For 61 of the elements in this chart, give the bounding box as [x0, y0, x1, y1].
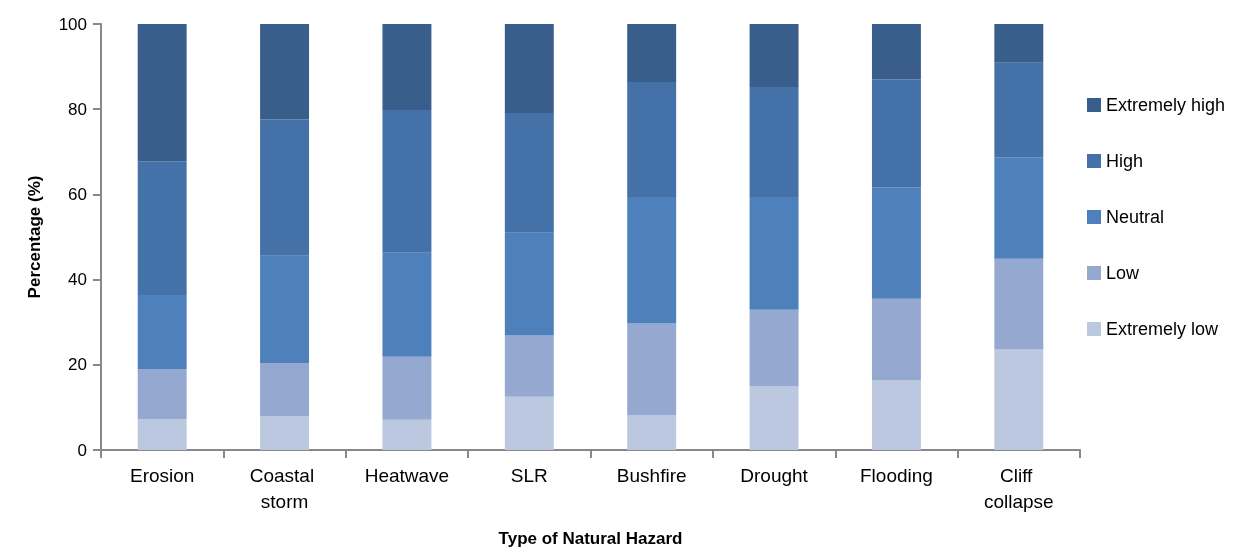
bar: [994, 62, 1044, 158]
y-tick-label: 0: [77, 440, 87, 460]
bar: [627, 24, 677, 82]
bar: [871, 298, 921, 381]
legend-label: Low: [1106, 263, 1141, 283]
bar: [504, 396, 554, 450]
legend-label: High: [1106, 151, 1144, 171]
bar: [504, 113, 554, 233]
bar: [871, 380, 921, 450]
bar: [260, 363, 310, 416]
bar: [749, 386, 799, 450]
bar: [137, 24, 187, 162]
x-tick-label: Cliff collapse: [983, 464, 1054, 512]
x-tick-label: SLR: [510, 464, 548, 486]
bar: [871, 79, 921, 188]
bar: [137, 418, 187, 450]
y-axis-title: Percentage (%): [25, 175, 44, 299]
bar: [382, 110, 432, 253]
bar: [382, 356, 432, 420]
bar: [749, 87, 799, 197]
x-tick-label: Erosion: [129, 464, 195, 486]
bar: [504, 335, 554, 397]
bar: [994, 157, 1044, 259]
y-tick-label: 60: [68, 184, 87, 204]
bar: [627, 81, 677, 197]
bar: [137, 161, 187, 295]
x-axis-title: Type of Natural Hazard: [498, 529, 683, 548]
bar: [871, 187, 921, 299]
x-tick-label: Coastal storm: [249, 464, 320, 512]
bar: [627, 196, 677, 324]
x-tick-label: Heatwave: [364, 464, 450, 486]
bar: [749, 309, 799, 387]
bar: [260, 24, 310, 120]
bar: [504, 232, 554, 336]
bar: [627, 415, 677, 450]
bar: [260, 415, 310, 450]
bar: [627, 323, 677, 416]
bar: [382, 252, 432, 357]
y-tick-label: 100: [58, 14, 87, 34]
x-tick-label: Drought: [740, 464, 809, 486]
bar: [749, 24, 799, 88]
bar: [137, 294, 187, 370]
bar: [260, 255, 310, 364]
bar: [137, 369, 187, 419]
bar: [994, 24, 1044, 63]
bar: [749, 196, 799, 310]
bar: [871, 24, 921, 80]
bar: [382, 24, 432, 111]
y-tick-label: 80: [68, 99, 87, 119]
bar: [504, 24, 554, 114]
x-tick-label: Bushfire: [616, 464, 687, 486]
bar: [994, 349, 1044, 450]
y-tick-label: 20: [68, 355, 87, 375]
bar: [260, 119, 310, 256]
legend-label: Extremely high: [1106, 95, 1226, 115]
x-tick-label: Flooding: [859, 464, 933, 486]
legend-label: Extremely low: [1106, 319, 1220, 339]
legend-label: Neutral: [1106, 207, 1165, 227]
bar: [994, 258, 1044, 350]
y-tick-label: 40: [68, 270, 87, 290]
bar: [382, 419, 432, 450]
